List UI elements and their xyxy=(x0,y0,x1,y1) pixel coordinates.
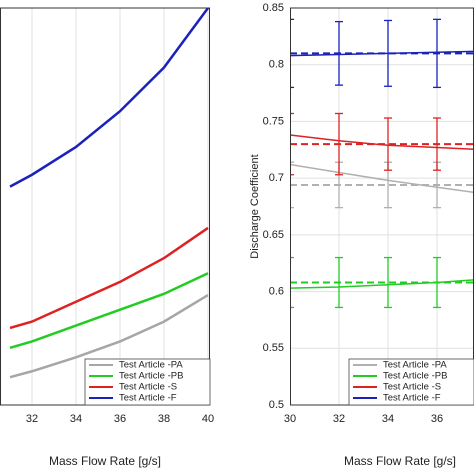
error-bar xyxy=(335,112,343,176)
x-axis-label: Mass Flow Rate [g/s] xyxy=(344,454,456,468)
y-axis-label: Discharge Coefficient xyxy=(249,154,261,258)
x-tick-label: 38 xyxy=(158,413,170,425)
x-tick-label: 32 xyxy=(333,413,345,425)
legend-label: Test Article -S xyxy=(383,382,441,393)
error-bar xyxy=(290,161,294,209)
error-bar xyxy=(384,117,392,171)
y-tick-label: 0.65 xyxy=(263,229,284,241)
legend-label: Test Article -PB xyxy=(119,371,183,382)
series-line xyxy=(290,134,474,150)
series-line xyxy=(9,226,209,330)
y-tick-label: 0.7 xyxy=(269,172,284,184)
error-bar xyxy=(290,112,294,176)
x-tick-label: 36 xyxy=(431,413,443,425)
x-tick-label: 30 xyxy=(284,413,296,425)
x-axis-label: Mass Flow Rate [g/s] xyxy=(49,454,161,468)
legend-label: Test Article -PA xyxy=(119,360,183,371)
error-bar xyxy=(384,19,392,87)
error-bar xyxy=(335,256,343,309)
chart: 32 34 36 38 40 Mass Flow Rate [g/s] Test Artic… xyxy=(0,7,214,468)
series-line xyxy=(9,8,210,188)
error-bar xyxy=(290,256,294,309)
y-tick-label: 0.55 xyxy=(263,342,284,354)
x-tick-label: 36 xyxy=(114,413,126,425)
chart: 30 32 34 36 0.5 0.55 0.6 0.65 0.7 0.75 0.8 0.85 Mass… xyxy=(249,2,474,468)
legend-label: Test Article -F xyxy=(119,393,177,404)
error-bar xyxy=(335,20,343,86)
error-bar xyxy=(433,117,441,171)
x-tick-label: 32 xyxy=(26,413,38,425)
y-tick-label: 0.8 xyxy=(269,59,284,71)
series-line xyxy=(9,272,209,350)
legend-label: Test Article -PB xyxy=(383,371,447,382)
plot-area xyxy=(290,8,474,405)
legend-label: Test Article -F xyxy=(383,393,441,404)
legend-label: Test Article -S xyxy=(119,382,177,393)
axes-box xyxy=(290,7,474,406)
error-bar xyxy=(433,18,441,89)
x-tick-label: 34 xyxy=(70,413,82,425)
y-tick-label: 0.75 xyxy=(263,115,284,127)
legend-label: Test Article -PA xyxy=(383,360,447,371)
series-line xyxy=(290,163,474,194)
x-tick-label: 40 xyxy=(202,413,214,425)
x-tick-label: 34 xyxy=(382,413,394,425)
series-line xyxy=(290,279,474,289)
error-bar xyxy=(433,256,441,309)
y-tick-label: 0.5 xyxy=(269,399,284,411)
y-tick-label: 0.6 xyxy=(269,285,284,297)
y-tick-label: 0.85 xyxy=(263,2,284,14)
error-bar xyxy=(290,18,294,89)
series-line xyxy=(9,293,209,379)
error-bar xyxy=(384,256,392,309)
plot-area xyxy=(9,8,210,405)
